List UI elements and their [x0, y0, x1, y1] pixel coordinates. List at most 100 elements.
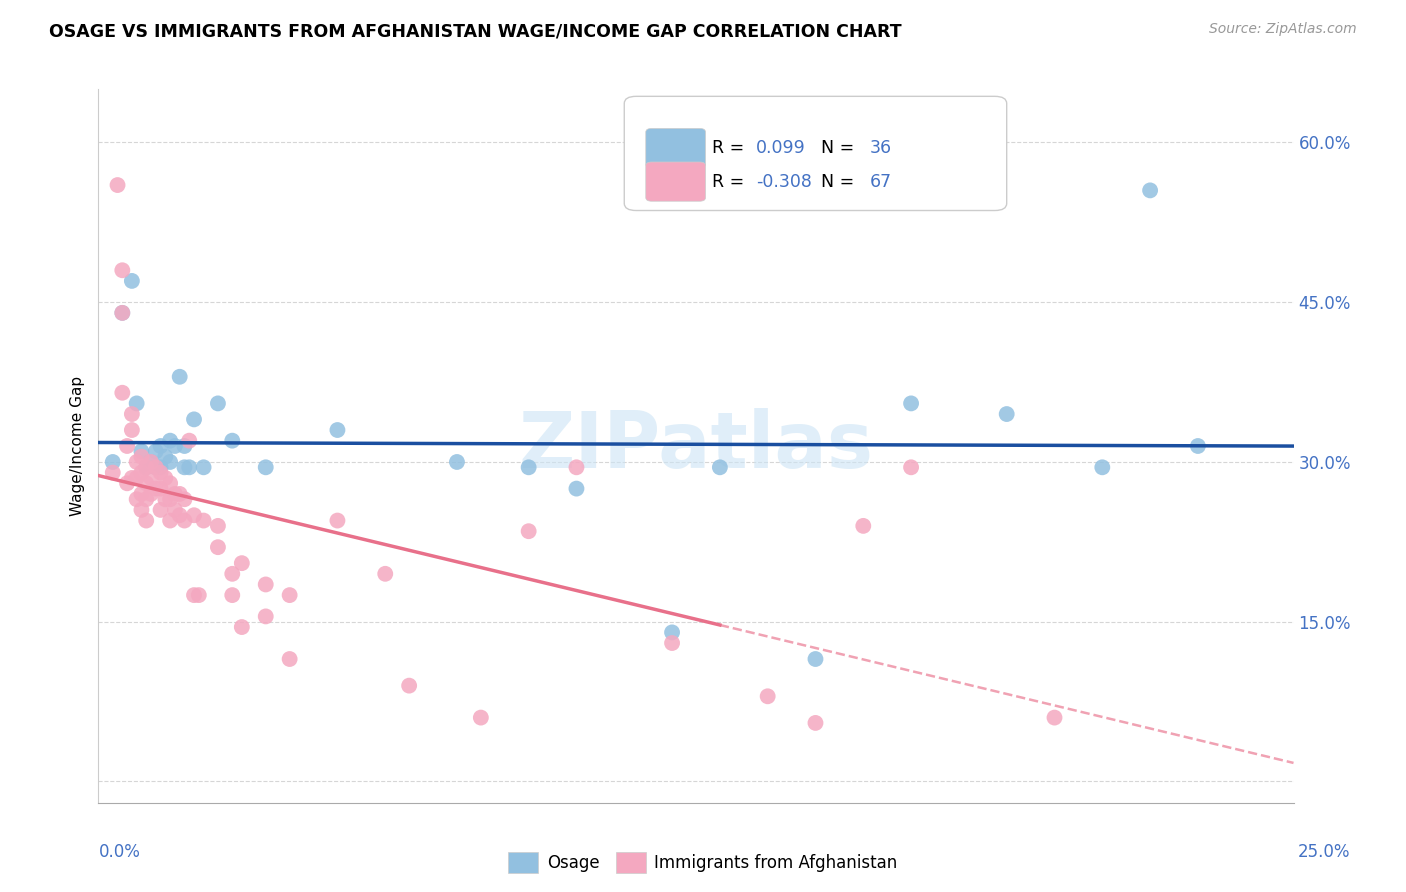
Point — [111, 306, 134, 320]
Point — [139, 471, 162, 485]
Point — [121, 274, 143, 288]
Point — [278, 588, 301, 602]
Text: OSAGE VS IMMIGRANTS FROM AFGHANISTAN WAGE/INCOME GAP CORRELATION CHART: OSAGE VS IMMIGRANTS FROM AFGHANISTAN WAG… — [49, 22, 901, 40]
Point — [221, 588, 243, 602]
Point — [470, 710, 492, 724]
Point — [149, 503, 172, 517]
Point — [709, 460, 731, 475]
Point — [121, 471, 143, 485]
Point — [1187, 439, 1209, 453]
Point — [101, 455, 124, 469]
Point — [145, 482, 167, 496]
Text: 0.099: 0.099 — [756, 139, 806, 157]
Point — [231, 556, 253, 570]
Point — [398, 679, 420, 693]
Point — [173, 439, 195, 453]
Point — [207, 396, 229, 410]
Point — [374, 566, 396, 581]
Legend: Osage, Immigrants from Afghanistan: Osage, Immigrants from Afghanistan — [502, 846, 904, 880]
Point — [159, 514, 181, 528]
Point — [139, 455, 162, 469]
Point — [131, 487, 153, 501]
Point — [326, 514, 349, 528]
Point — [221, 434, 243, 448]
Point — [193, 514, 215, 528]
Point — [139, 455, 162, 469]
Text: ZIPatlas: ZIPatlas — [519, 408, 873, 484]
Point — [517, 524, 540, 539]
Point — [173, 492, 195, 507]
Point — [145, 444, 167, 458]
Point — [278, 652, 301, 666]
Point — [107, 178, 129, 192]
Point — [179, 434, 201, 448]
Point — [125, 396, 148, 410]
Point — [125, 492, 148, 507]
Point — [135, 460, 157, 475]
Text: 36: 36 — [869, 139, 891, 157]
Point — [173, 460, 195, 475]
Text: -0.308: -0.308 — [756, 173, 811, 191]
Point — [852, 519, 875, 533]
Point — [1139, 183, 1161, 197]
Point — [187, 588, 209, 602]
Point — [115, 476, 138, 491]
Point — [207, 519, 229, 533]
Point — [131, 450, 153, 464]
Point — [155, 492, 177, 507]
Point — [111, 385, 134, 400]
Text: Source: ZipAtlas.com: Source: ZipAtlas.com — [1209, 22, 1357, 37]
Point — [149, 482, 172, 496]
Point — [101, 466, 124, 480]
Text: R =: R = — [711, 173, 749, 191]
Text: 67: 67 — [869, 173, 891, 191]
Point — [169, 487, 191, 501]
Point — [183, 588, 205, 602]
Point — [565, 482, 588, 496]
Point — [173, 514, 195, 528]
Point — [169, 369, 191, 384]
Point — [135, 460, 157, 475]
Point — [149, 439, 172, 453]
Point — [163, 439, 186, 453]
Point — [326, 423, 349, 437]
Point — [183, 412, 205, 426]
Point — [125, 471, 148, 485]
Point — [995, 407, 1018, 421]
Point — [517, 460, 540, 475]
Point — [111, 263, 134, 277]
FancyBboxPatch shape — [624, 96, 1007, 211]
Point — [254, 460, 277, 475]
Point — [804, 715, 827, 730]
Point — [169, 508, 191, 523]
Point — [900, 396, 922, 410]
Point — [121, 407, 143, 421]
Point — [254, 609, 277, 624]
Point — [155, 471, 177, 485]
Point — [254, 577, 277, 591]
Point — [231, 620, 253, 634]
Point — [163, 487, 186, 501]
Point — [193, 460, 215, 475]
Point — [125, 455, 148, 469]
FancyBboxPatch shape — [645, 128, 706, 168]
FancyBboxPatch shape — [645, 162, 706, 202]
Point — [135, 514, 157, 528]
Text: R =: R = — [711, 139, 749, 157]
Y-axis label: Wage/Income Gap: Wage/Income Gap — [70, 376, 86, 516]
Point — [1043, 710, 1066, 724]
Text: N =: N = — [821, 139, 860, 157]
Point — [163, 503, 186, 517]
Point — [149, 460, 172, 475]
Point — [111, 306, 134, 320]
Point — [131, 503, 153, 517]
Point — [159, 434, 181, 448]
Point — [149, 466, 172, 480]
Point — [159, 455, 181, 469]
Point — [900, 460, 922, 475]
Point — [756, 690, 779, 704]
Text: 0.0%: 0.0% — [98, 843, 141, 861]
Text: N =: N = — [821, 173, 860, 191]
Point — [159, 476, 181, 491]
Point — [131, 466, 153, 480]
